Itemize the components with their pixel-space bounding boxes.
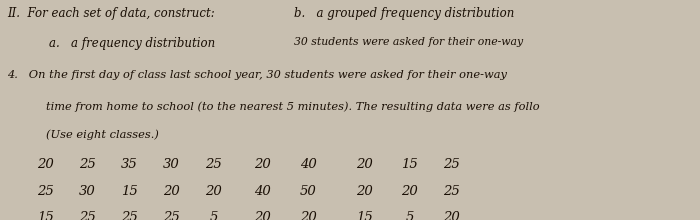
- Text: II.  For each set of data, construct:: II. For each set of data, construct:: [7, 7, 215, 20]
- Text: 30 students were asked for their one-way: 30 students were asked for their one-way: [294, 37, 523, 47]
- Text: 20: 20: [401, 185, 418, 198]
- Text: 20: 20: [356, 158, 372, 171]
- Text: 20: 20: [254, 211, 271, 220]
- Text: time from home to school (to the nearest 5 minutes). The resulting data were as : time from home to school (to the nearest…: [46, 101, 539, 112]
- Text: 35: 35: [121, 158, 138, 171]
- Text: 15: 15: [401, 158, 418, 171]
- Text: 20: 20: [254, 158, 271, 171]
- Text: 20: 20: [163, 185, 180, 198]
- Text: 20: 20: [37, 158, 54, 171]
- Text: 40: 40: [300, 158, 316, 171]
- Text: 5: 5: [405, 211, 414, 220]
- Text: 4.   On the first day of class last school year, 30 students were asked for thei: 4. On the first day of class last school…: [7, 70, 507, 80]
- Text: 30: 30: [79, 185, 96, 198]
- Text: 50: 50: [300, 185, 316, 198]
- Text: a.   a frequency distribution: a. a frequency distribution: [49, 37, 216, 50]
- Text: (Use eight classes.): (Use eight classes.): [46, 130, 158, 140]
- Text: 30: 30: [163, 158, 180, 171]
- Text: 25: 25: [205, 158, 222, 171]
- Text: 20: 20: [300, 211, 316, 220]
- Text: 20: 20: [356, 185, 372, 198]
- Text: 25: 25: [79, 211, 96, 220]
- Text: 20: 20: [443, 211, 460, 220]
- Text: 40: 40: [254, 185, 271, 198]
- Text: 25: 25: [37, 185, 54, 198]
- Text: 25: 25: [79, 158, 96, 171]
- Text: 15: 15: [37, 211, 54, 220]
- Text: 25: 25: [121, 211, 138, 220]
- Text: 20: 20: [205, 185, 222, 198]
- Text: 25: 25: [163, 211, 180, 220]
- Text: 15: 15: [356, 211, 372, 220]
- Text: 25: 25: [443, 158, 460, 171]
- Text: 5: 5: [209, 211, 218, 220]
- Text: 25: 25: [443, 185, 460, 198]
- Text: b.   a grouped frequency distribution: b. a grouped frequency distribution: [294, 7, 514, 20]
- Text: 15: 15: [121, 185, 138, 198]
